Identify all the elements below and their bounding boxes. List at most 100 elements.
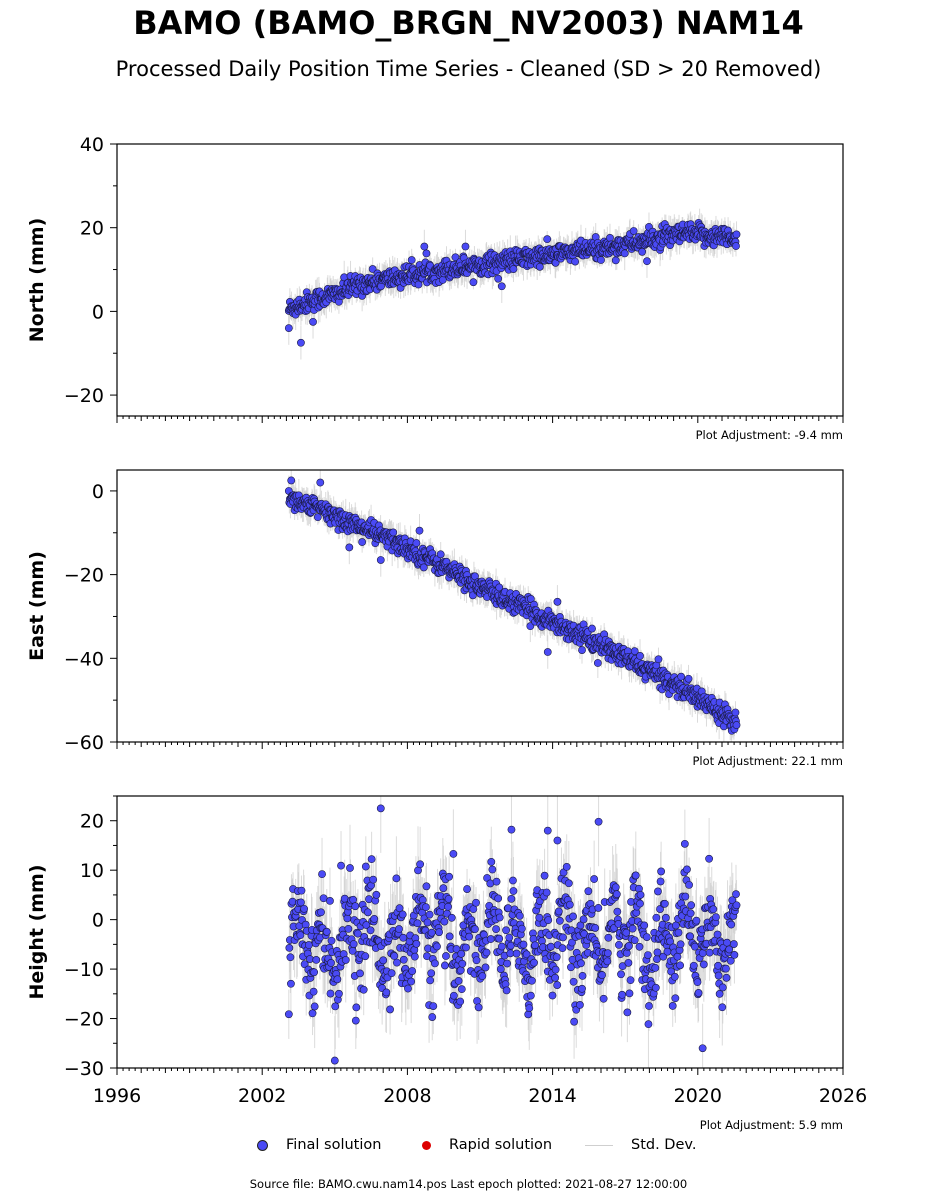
final-solution-point [492,877,501,886]
final-solution-point [463,885,471,893]
final-solution-point [732,721,741,729]
final-solution-point [407,256,416,264]
final-solution-point [433,942,441,951]
final-solution-point [404,984,412,993]
final-solution-point [677,672,686,681]
final-solution-point [578,646,586,654]
final-solution-point [300,904,309,913]
final-solution-point [428,1013,437,1021]
final-solution-point [436,550,445,559]
final-solution-point [361,952,370,961]
final-solution-point [386,1005,394,1014]
final-solution-point [419,563,428,572]
final-solution-point [495,913,504,922]
final-solution-point [353,929,362,938]
final-solution-point [368,265,377,273]
final-solution-point [731,708,740,717]
final-solution-point [503,959,512,968]
final-solution-point [494,274,503,283]
final-solution-point [412,539,421,547]
final-solution-point [456,966,465,975]
final-solution-point [331,1002,340,1011]
final-solution-point [395,925,403,933]
plot-frame [116,469,844,743]
final-solution-point [366,926,375,935]
final-solution-point [472,956,481,965]
final-solution-point [469,278,478,287]
final-solution-point [310,1002,319,1011]
final-solution-point [495,583,504,592]
panel-0: −20 0 20 40 North (mm) [26,134,844,423]
final-solution-point [496,965,505,973]
final-solution-point [571,257,580,266]
final-solution-point [326,989,335,998]
y-tick-label: 0 [92,481,104,503]
final-solution-point [420,242,429,251]
final-solution-point [457,949,466,958]
final-solution-point [318,870,326,879]
final-solution-point [444,895,453,903]
final-solution-point [422,903,430,912]
y-axis-label: North (mm) [26,218,48,343]
final-solution-point [505,933,514,942]
data-layer-1 [284,470,741,742]
final-solution-point [359,985,368,994]
final-solution-point [643,257,651,266]
final-solution-point [462,943,470,952]
final-solution-point [507,894,516,903]
final-solution-point [472,898,480,907]
final-solution-point [387,969,396,978]
final-solution-point [327,936,336,945]
final-solution-point [732,242,740,250]
final-solution-point [481,963,490,972]
final-solution-point [502,926,510,935]
final-solution-point [284,1010,293,1019]
final-solution-point [309,987,318,996]
final-solution-point [414,280,423,289]
final-solution-point [285,944,294,952]
final-solution-point [344,924,353,933]
final-solution-point [494,894,503,903]
final-solution-point [502,986,511,995]
final-solution-point [288,897,297,906]
final-solution-point [456,997,465,1006]
final-solution-point [425,910,434,919]
final-solution-point [449,991,458,1000]
final-solution-point [427,969,436,978]
final-solution-point [369,875,378,884]
final-solution-point [588,624,596,633]
chart-subtitle: Processed Daily Position Time Series - C… [115,57,822,81]
final-solution-point [526,622,535,631]
final-solution-point [611,256,620,265]
final-solution-point [638,247,647,256]
final-solution-point [501,980,510,989]
final-solution-point [408,967,417,975]
final-solution-point [445,932,454,941]
y-tick-label: 0 [92,301,104,323]
final-solution-point [473,997,481,1005]
final-solution-point [309,317,317,326]
final-solution-point [297,338,305,347]
final-solution-point [457,985,466,994]
final-solution-point [297,898,305,907]
final-solution-point [333,975,342,984]
final-solution-point [629,227,638,235]
final-solution-point [482,948,491,957]
final-solution-point [393,958,401,967]
final-solution-point [317,908,325,917]
final-solution-point [390,952,399,960]
final-solution-point [512,949,521,958]
final-solution-point [429,1002,438,1010]
final-solution-point [478,972,487,981]
final-solution-point [509,876,517,885]
final-solution-point [442,952,450,960]
final-solution-point [509,265,518,273]
final-solution-point [636,652,644,660]
final-solution-point [445,872,454,881]
final-solution-point [412,939,421,948]
final-solution-point [362,921,371,929]
final-solution-point [486,935,495,943]
y-tick-label: 40 [80,134,104,156]
final-solution-point [370,915,379,923]
